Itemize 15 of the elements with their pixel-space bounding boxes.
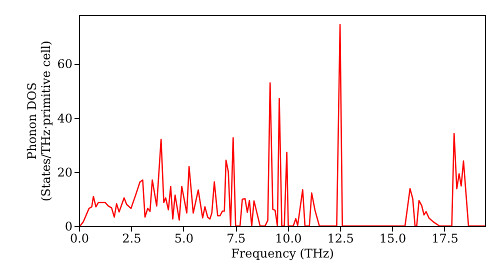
x-tick-label: 2.5 [122, 232, 142, 246]
x-tick-label: 5.0 [174, 232, 194, 246]
x-tick-label: 0.0 [70, 232, 90, 246]
x-axis-title: Frequency (THz) [231, 246, 334, 260]
x-tick-label: 12.5 [327, 232, 354, 246]
x-tick-label: 17.5 [432, 232, 458, 246]
x-tick-label: 7.5 [226, 232, 246, 246]
x-tick-label: 15.0 [379, 232, 406, 246]
y-axis-title: Phonon DOS (States/THz·primitive cell) [25, 40, 54, 202]
line-series [79, 24, 485, 226]
y-tick-label: 20 [57, 165, 72, 180]
y-tick-label: 40 [57, 111, 72, 126]
y-tick-label: 60 [57, 57, 72, 72]
y-tick-label: 0 [64, 220, 72, 234]
x-tick-label: 10.0 [274, 232, 302, 246]
